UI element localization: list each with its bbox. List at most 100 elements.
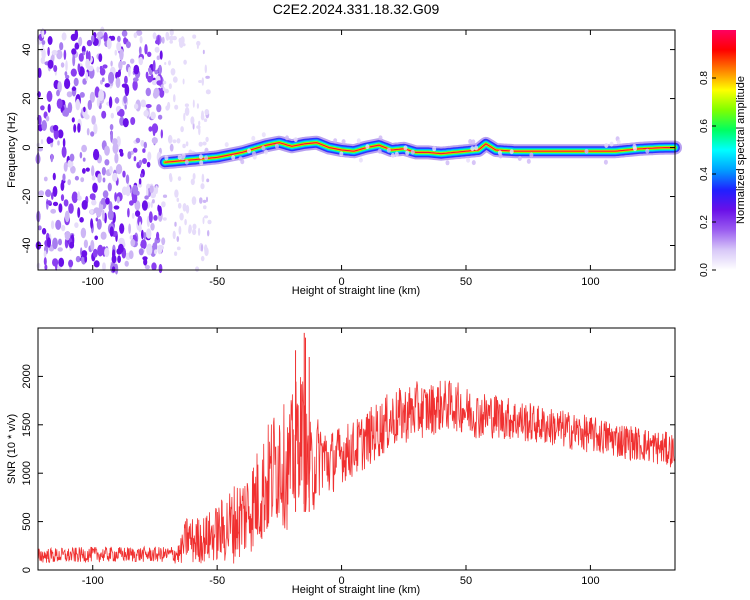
noise-blob (61, 32, 67, 41)
ridge-halo-blob (224, 142, 229, 148)
noise-blob (146, 228, 152, 239)
colorbar-ticks: 0.0 0.2 0.4 0.6 0.8 (699, 71, 716, 277)
noise-blob (51, 192, 54, 200)
noise-blob (62, 173, 66, 182)
x-tick-label: 0 (339, 276, 345, 288)
noise-blob (150, 201, 153, 208)
noise-blob (133, 64, 140, 75)
noise-blob (108, 201, 113, 213)
noise-blob (169, 143, 174, 152)
colorbar-tick-label: 0.4 (699, 167, 710, 181)
noise-blob (74, 29, 79, 40)
spectrogram-frame (37, 29, 676, 271)
noise-blob (114, 263, 119, 275)
noise-blob (104, 247, 110, 258)
noise-blob (162, 217, 167, 221)
noise-blob (131, 212, 135, 219)
noise-blob (178, 225, 182, 235)
ridge-halo-blob (632, 144, 637, 149)
ridge-halo-blob (365, 144, 370, 150)
noise-blob (73, 123, 77, 133)
noise-blob (66, 91, 73, 98)
noise-blob (77, 191, 81, 201)
noise-blob (156, 231, 160, 241)
noise-blob (207, 230, 210, 237)
noise-blob (106, 38, 112, 50)
noise-blob (200, 244, 204, 252)
noise-blob (192, 173, 196, 180)
noise-blob (93, 148, 100, 161)
noise-blob (138, 248, 144, 256)
noise-blob (91, 115, 96, 125)
snr-spikes (295, 332, 310, 512)
noise-blob (96, 31, 104, 38)
ridge-halo-blob (390, 153, 395, 158)
figure-title: C2E2.2024.331.18.32.G09 (273, 1, 440, 17)
noise-blob (96, 97, 100, 107)
noise-blob (174, 221, 177, 227)
noise-blob (174, 251, 178, 256)
noise-blob (85, 50, 89, 61)
noise-blob (50, 208, 57, 214)
noise-blob (119, 48, 124, 61)
noise-blob (84, 114, 90, 120)
noise-blob (183, 112, 186, 122)
noise-blob (41, 40, 46, 45)
noise-blob (43, 250, 47, 258)
noise-blob (139, 36, 143, 44)
noise-blob (133, 32, 138, 39)
noise-blob (71, 117, 75, 123)
noise-blob (61, 146, 67, 158)
noise-blob (188, 224, 192, 234)
noise-blob (113, 205, 120, 210)
noise-blob (158, 64, 163, 75)
noise-blob (46, 237, 52, 248)
noise-blob (146, 186, 149, 199)
noise-blob (172, 76, 178, 83)
noise-blob (132, 77, 139, 82)
noise-blob (127, 151, 132, 160)
noise-blob (143, 141, 147, 149)
noise-blob (110, 60, 113, 67)
noise-blob (77, 63, 81, 73)
noise-blob (158, 263, 163, 274)
noise-blob (204, 109, 210, 116)
noise-blob (47, 103, 51, 113)
noise-blob (205, 89, 211, 95)
noise-blob (115, 164, 123, 175)
noise-blob (182, 203, 187, 212)
noise-blob (118, 61, 123, 70)
noise-blob (199, 197, 203, 204)
ridge-halo-blob (526, 158, 531, 164)
noise-blob (138, 221, 142, 232)
noise-blob (40, 47, 45, 53)
noise-blob (157, 204, 160, 212)
noise-blob (40, 56, 45, 64)
noise-blob (176, 246, 181, 251)
noise-blob (206, 178, 210, 183)
ridge-halo-blob (405, 150, 410, 156)
noise-blob (161, 237, 166, 246)
noise-blob (73, 77, 79, 87)
noise-blob (170, 68, 176, 76)
noise-blob (95, 217, 99, 222)
noise-blob (164, 62, 167, 65)
noise-blob (63, 199, 69, 207)
noise-blob (91, 165, 95, 177)
spectrogram-y-axis-label: Frequency (Hz) (6, 112, 18, 188)
noise-blob (58, 238, 62, 246)
noise-blob (151, 199, 155, 204)
noise-blob (80, 177, 85, 183)
noise-blob (119, 223, 125, 234)
noise-blob (74, 175, 79, 181)
noise-blob (52, 237, 58, 250)
noise-blob (108, 71, 115, 84)
noise-blob (52, 201, 59, 207)
noise-blob (64, 78, 71, 90)
noise-blob (38, 190, 45, 197)
noise-blob (192, 228, 197, 236)
noise-blob (145, 87, 151, 97)
noise-blob (133, 156, 137, 162)
ridge-halo-blob (517, 156, 522, 161)
noise-blob (57, 129, 64, 139)
